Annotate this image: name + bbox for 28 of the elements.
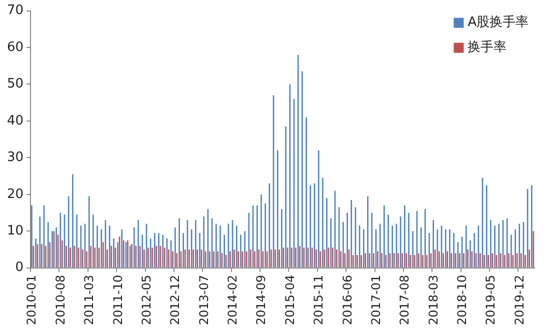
x-tick-label: 2013-07 [196, 274, 211, 325]
x-tick-label: 2015-11 [312, 274, 326, 325]
x-tick-label: 2017-01 [368, 274, 383, 325]
x-tick-label: 2010-01 [24, 274, 39, 325]
y-tick-label: 60 [6, 40, 24, 55]
x-tick-label: 2017-08 [398, 274, 412, 325]
y-tick-label: 50 [6, 76, 24, 92]
x-tick-label: 2019-05 [484, 274, 498, 325]
x-tick-label: 2018-03 [426, 274, 440, 325]
y-tick-label: 20 [6, 186, 24, 202]
legend-label: 换手率 [468, 39, 507, 56]
x-tick-label: 2014-02 [226, 274, 240, 325]
x-tick-label: 2012-05 [139, 274, 154, 325]
x-tick-label: 2011-03 [82, 274, 96, 325]
x-tick-label: 2019-12 [512, 274, 526, 325]
x-tick-label: 2012-12 [168, 274, 182, 325]
x-tick-label: 2018-10 [455, 274, 470, 325]
x-tick-label: 2014-09 [254, 274, 268, 325]
y-tick-label: 0 [15, 260, 24, 276]
x-tick-label: 2015-04 [282, 274, 297, 325]
y-tick-label: 70 [6, 3, 24, 18]
legend-label: A股换手率 [468, 14, 529, 30]
y-tick-label: 40 [6, 113, 24, 128]
y-tick-label: 30 [6, 150, 24, 166]
x-tick-label: 2011-10 [110, 274, 125, 325]
y-tick-label: 10 [6, 224, 24, 239]
x-tick-label: 2010-08 [53, 274, 68, 325]
x-tick-label: 2016-06 [340, 274, 354, 325]
